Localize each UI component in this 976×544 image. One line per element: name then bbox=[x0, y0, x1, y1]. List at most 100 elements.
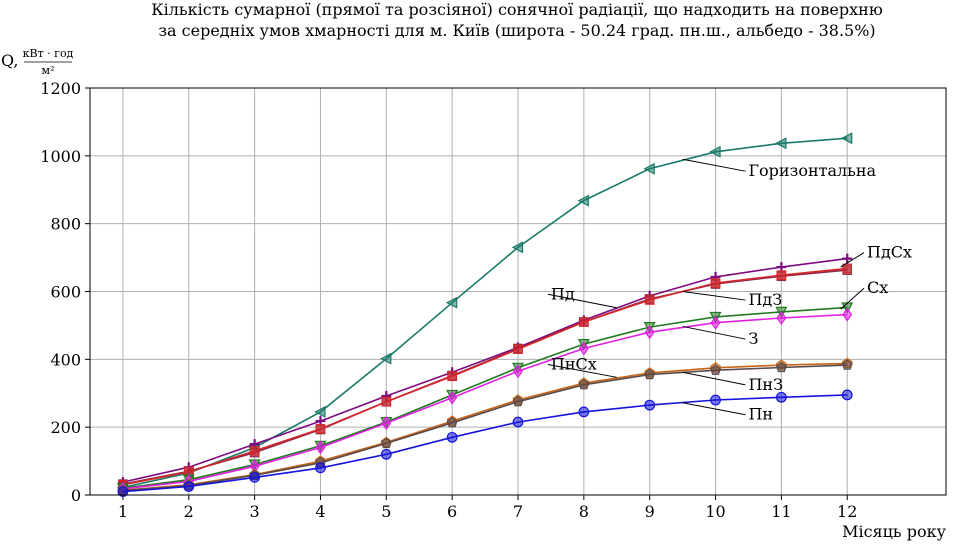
x-tick-label: 3 bbox=[250, 502, 260, 521]
x-axis-label: Місяць року bbox=[842, 522, 947, 541]
annotation-з-leader bbox=[682, 325, 746, 340]
x-tick-label: 8 bbox=[579, 502, 589, 521]
series-сх bbox=[116, 302, 854, 495]
series-з-point bbox=[315, 440, 326, 455]
series-пнсх bbox=[117, 357, 853, 495]
x-tick-label: 11 bbox=[771, 502, 791, 521]
annotation-горизонтальна-leader bbox=[682, 158, 746, 172]
series-горизонтальна-point bbox=[775, 137, 787, 150]
series-пн-point bbox=[249, 471, 261, 483]
y-axis-unit-denominator: м² bbox=[42, 64, 55, 77]
series-пдсх bbox=[117, 253, 853, 488]
series-пдз-point bbox=[447, 371, 457, 382]
y-tick-label: 400 bbox=[50, 350, 81, 369]
y-axis-label: Q, кВт · год м² bbox=[1, 47, 74, 77]
series-пнз-point bbox=[644, 368, 656, 380]
annotation-пдз-label: ПдЗ bbox=[748, 290, 782, 309]
series-з-point bbox=[776, 310, 787, 325]
series-пн-point bbox=[380, 448, 392, 460]
series-пнз-point bbox=[578, 379, 590, 390]
chart-title: Кількість сумарної (прямої та розсіяної)… bbox=[151, 0, 883, 19]
y-tick-label: 600 bbox=[50, 283, 81, 302]
series-пдз-point bbox=[315, 424, 326, 434]
series-горизонтальна-line bbox=[122, 137, 848, 489]
annotation-пдз-leader bbox=[682, 291, 746, 301]
series-пдсх-line bbox=[122, 257, 848, 483]
series-пдз-point bbox=[513, 344, 523, 354]
annotation-горизонтальна-label: Горизонтальна bbox=[748, 161, 876, 180]
series-пдз-point bbox=[381, 396, 392, 407]
x-tick-label: 12 bbox=[837, 502, 857, 521]
series-з-point bbox=[710, 315, 721, 330]
x-tick-label: 6 bbox=[447, 502, 457, 521]
series-пн-point bbox=[183, 481, 195, 492]
series-з bbox=[117, 307, 853, 496]
annotation-пд-label: Пд bbox=[551, 284, 575, 303]
series-пн bbox=[117, 389, 853, 498]
y-tick-label: 0 bbox=[71, 486, 81, 505]
series-з-point bbox=[842, 307, 853, 322]
grid bbox=[90, 87, 946, 496]
series-пдз-point bbox=[249, 446, 260, 456]
series-з-line bbox=[122, 313, 848, 490]
series-пн-point bbox=[117, 486, 129, 498]
series-з-point bbox=[513, 364, 523, 379]
y-tick-label: 200 bbox=[50, 418, 81, 437]
series-пнз-point bbox=[380, 437, 392, 449]
series-пдз-point bbox=[776, 270, 787, 281]
series-з-point bbox=[578, 341, 589, 356]
series-пнз-point bbox=[512, 395, 524, 407]
series-пн-point bbox=[578, 406, 590, 418]
series-пдсх-point bbox=[842, 253, 853, 264]
chart-subtitle: за середніх умов хмарності для м. Київ (… bbox=[158, 21, 875, 40]
series-горизонтальна-point bbox=[840, 132, 853, 145]
series-пн-point bbox=[841, 389, 853, 401]
series-горизонтальна-point bbox=[577, 194, 589, 207]
annotation-пдсх-label: ПдСх bbox=[867, 243, 912, 262]
series-пдз-point bbox=[710, 278, 721, 288]
y-axis-symbol: Q, bbox=[1, 51, 18, 70]
series-сх-line bbox=[122, 306, 848, 489]
series-з-point bbox=[447, 390, 458, 405]
y-tick-label: 1200 bbox=[40, 79, 81, 98]
series-з-point bbox=[381, 416, 392, 431]
annotation-пнз-label: ПнЗ bbox=[748, 375, 783, 394]
series-пдз-point bbox=[644, 295, 655, 305]
series-горизонтальна-point bbox=[709, 145, 721, 158]
annotation-пнз-leader bbox=[682, 371, 746, 386]
x-tick-label: 4 bbox=[315, 502, 325, 521]
annotation-пд-leader bbox=[547, 293, 617, 309]
series-пнз-line bbox=[122, 364, 848, 492]
series-пн-point bbox=[315, 462, 326, 474]
series-пн-point bbox=[775, 391, 787, 403]
x-tick-label: 10 bbox=[705, 502, 725, 521]
annotation-сх-label: Сх bbox=[867, 278, 888, 297]
annotation-пнсх-label: ПнСх bbox=[551, 355, 597, 374]
series-горизонтальна-point bbox=[511, 241, 524, 254]
x-tick-label: 1 bbox=[118, 502, 128, 521]
x-tick-label: 2 bbox=[184, 502, 194, 521]
series-з-point bbox=[644, 325, 655, 340]
annotations: Горизонтальна ПдСх Пд ПдЗ Сх З ПнСх ПнЗ Пн bbox=[547, 158, 912, 424]
series-горизонтальна-point bbox=[314, 405, 326, 418]
series-group bbox=[116, 132, 854, 498]
series-горизонтальна bbox=[116, 132, 853, 494]
series-пн-point bbox=[710, 394, 721, 406]
series-пдз-point bbox=[579, 317, 589, 327]
series-пдз bbox=[118, 263, 853, 490]
series-пн-point bbox=[512, 416, 524, 428]
annotation-сх-leader bbox=[840, 287, 865, 310]
series-пдз-line bbox=[122, 267, 848, 486]
series-пн-line bbox=[122, 394, 848, 493]
series-пнз-point bbox=[710, 364, 721, 375]
series-пн-point bbox=[446, 431, 458, 443]
x-tick-label: 7 bbox=[513, 502, 523, 521]
series-пнз-point bbox=[775, 361, 787, 373]
annotation-пдсх-leader bbox=[840, 252, 865, 268]
series-горизонтальна-point bbox=[380, 352, 392, 365]
series-пнз-point bbox=[841, 359, 853, 370]
annotation-пнсх-leader bbox=[547, 364, 617, 378]
y-tick-label: 1000 bbox=[40, 147, 81, 166]
